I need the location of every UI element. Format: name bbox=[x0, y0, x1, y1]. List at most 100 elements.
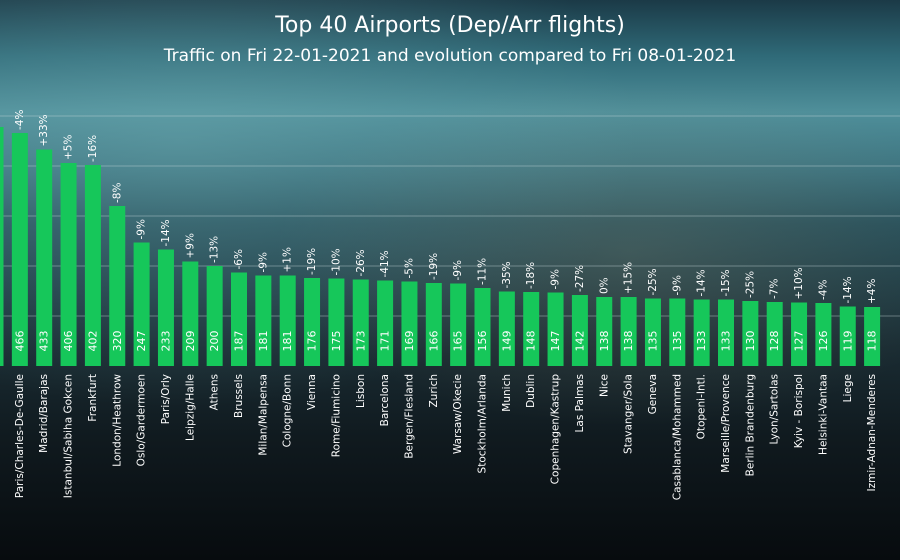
bar bbox=[36, 149, 53, 366]
evolution-label: -26% bbox=[355, 249, 367, 276]
evolution-label: -7% bbox=[769, 279, 781, 299]
bar bbox=[328, 278, 345, 366]
evolution-label: +15% bbox=[623, 262, 635, 294]
chart-subtitle: Traffic on Fri 22-01-2021 and evolution … bbox=[163, 46, 737, 66]
evolution-label: -19% bbox=[428, 253, 440, 280]
bar-value-label: 166 bbox=[427, 331, 440, 352]
evolution-label: -5% bbox=[403, 258, 415, 278]
category-label: Lyon/Sartolas bbox=[769, 374, 781, 445]
bar-value-label: 149 bbox=[500, 331, 513, 352]
category-label: Copenhagen/Kastrup bbox=[550, 374, 562, 485]
bar-value-label: 128 bbox=[768, 331, 781, 352]
category-label: Zurich bbox=[428, 374, 440, 408]
bar bbox=[401, 281, 418, 366]
evolution-label: -11% bbox=[477, 258, 489, 285]
category-label: Stockholm/Arlanda bbox=[477, 374, 489, 473]
evolution-label: -27% bbox=[574, 265, 586, 292]
bar-value-label: 181 bbox=[281, 331, 294, 352]
bar-value-label: 138 bbox=[598, 331, 611, 352]
evolution-label: -18% bbox=[525, 262, 537, 289]
bar bbox=[718, 299, 734, 366]
evolution-label: -14% bbox=[842, 276, 854, 303]
bar-value-label: 478 bbox=[0, 331, 2, 352]
evolution-label: -19% bbox=[306, 248, 318, 275]
evolution-label: -25% bbox=[744, 271, 756, 298]
bar bbox=[231, 272, 247, 366]
category-label: Helsinki-Vantaa bbox=[817, 374, 829, 455]
bar-value-label: 233 bbox=[159, 331, 172, 352]
evolution-label: +1% bbox=[282, 247, 294, 272]
bar-value-label: 176 bbox=[306, 331, 319, 352]
category-label: Liege bbox=[842, 374, 854, 402]
chart-titles: Top 40 Airports (Dep/Arr flights) Traffi… bbox=[0, 12, 900, 68]
bar bbox=[11, 133, 28, 366]
category-label: Nice bbox=[598, 374, 610, 397]
bar-value-label: 130 bbox=[744, 331, 757, 352]
bar-value-label: 138 bbox=[622, 331, 635, 352]
bar-value-label: 173 bbox=[354, 331, 367, 352]
evolution-label: -9% bbox=[257, 252, 269, 272]
bar bbox=[742, 301, 759, 366]
category-label: Marseille/Provence bbox=[720, 374, 732, 473]
bar-value-label: 147 bbox=[549, 331, 562, 352]
category-label: Frankfurt bbox=[87, 374, 99, 422]
category-label: Oslo/Gardermoen bbox=[136, 374, 148, 466]
category-label: London/Heathrow bbox=[111, 374, 123, 467]
evolution-label: -10% bbox=[330, 248, 342, 275]
evolution-label: +5% bbox=[63, 135, 75, 160]
bar bbox=[571, 295, 588, 366]
bar bbox=[84, 165, 101, 366]
bar bbox=[377, 280, 394, 366]
bar-value-label: 171 bbox=[379, 331, 392, 352]
evolution-label: -9% bbox=[452, 260, 464, 280]
bar-value-label: 126 bbox=[817, 331, 830, 352]
evolution-label: -20% bbox=[0, 97, 2, 124]
category-label: Berlin Brandenburg bbox=[744, 374, 756, 476]
evolution-label: -15% bbox=[720, 269, 732, 296]
category-label: Casablanca/Mohammed bbox=[671, 374, 683, 500]
category-label: Cologne/Bonn bbox=[282, 374, 294, 447]
bar-value-label: 148 bbox=[525, 331, 538, 352]
bar bbox=[693, 299, 710, 366]
category-label: Munich bbox=[501, 374, 513, 412]
bar bbox=[596, 297, 613, 366]
evolution-label: -41% bbox=[379, 250, 391, 277]
bar bbox=[523, 292, 540, 366]
evolution-label: -4% bbox=[14, 110, 26, 130]
category-label: Milan/Malpensa bbox=[257, 374, 269, 456]
evolution-label: -8% bbox=[111, 183, 123, 203]
bar bbox=[839, 306, 856, 366]
bar bbox=[60, 163, 77, 366]
bar bbox=[474, 288, 491, 366]
bar bbox=[279, 275, 296, 366]
bar bbox=[304, 278, 321, 366]
bar-value-label: 187 bbox=[233, 331, 246, 352]
bar-value-label: 169 bbox=[403, 331, 416, 352]
bar-value-label: 433 bbox=[38, 331, 51, 352]
evolution-label: -6% bbox=[233, 249, 245, 269]
category-label: Bergen/Flesland bbox=[403, 374, 415, 459]
evolution-label: +4% bbox=[866, 279, 878, 304]
bar-value-label: 181 bbox=[257, 331, 270, 352]
category-label: Lisbon bbox=[355, 374, 367, 408]
category-label: Izmir-Adnan-Menderes bbox=[866, 374, 878, 491]
chart-title: Top 40 Airports (Dep/Arr flights) bbox=[275, 13, 625, 38]
category-label: Warsaw/Okecie bbox=[452, 374, 464, 454]
bar bbox=[766, 302, 783, 366]
category-label: Otopeni-Intl. bbox=[696, 374, 708, 439]
category-label: Barcelona bbox=[379, 374, 391, 426]
evolution-label: -9% bbox=[550, 269, 562, 289]
category-label: Vienna bbox=[306, 374, 318, 410]
bar bbox=[352, 279, 369, 366]
category-label: Las Palmas bbox=[574, 374, 586, 432]
bar-value-label: 133 bbox=[720, 331, 733, 352]
category-label: Dublin bbox=[525, 374, 537, 408]
bar-value-label: 119 bbox=[841, 331, 854, 352]
evolution-label: +10% bbox=[793, 267, 805, 299]
category-label: Leipzig/Halle bbox=[184, 374, 196, 441]
evolution-label: -14% bbox=[696, 269, 708, 296]
bar bbox=[0, 127, 4, 366]
evolution-label: -14% bbox=[160, 219, 172, 246]
bar bbox=[255, 275, 272, 366]
